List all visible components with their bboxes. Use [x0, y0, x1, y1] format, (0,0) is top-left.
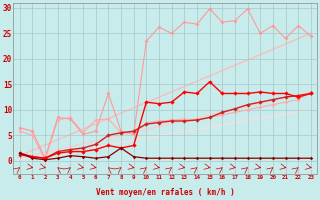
X-axis label: Vent moyen/en rafales ( km/h ): Vent moyen/en rafales ( km/h )	[96, 188, 235, 197]
